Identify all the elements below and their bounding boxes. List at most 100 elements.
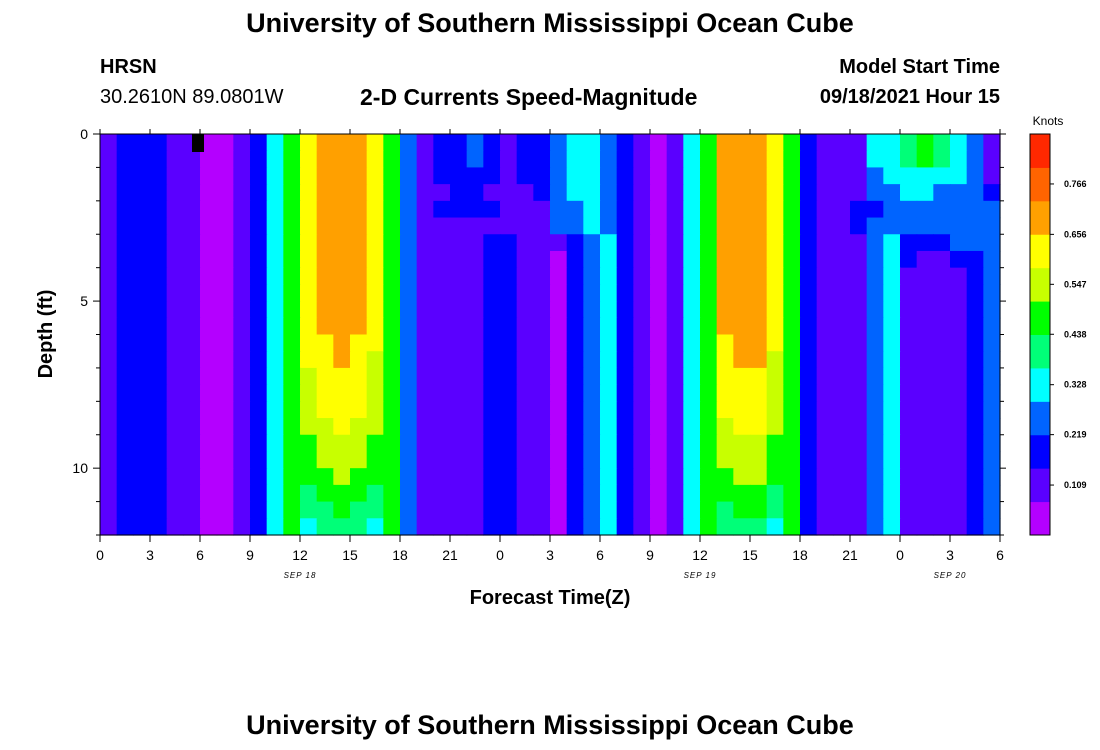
heatmap-cell (966, 301, 984, 319)
heatmap-cell (866, 250, 884, 269)
heatmap-cell (566, 468, 584, 486)
heatmap-cell (583, 501, 601, 519)
heatmap-cell (100, 351, 118, 369)
heatmap-cell (533, 468, 551, 486)
heatmap-cells (100, 134, 1001, 536)
heatmap-cell (133, 384, 151, 402)
heatmap-cell (966, 501, 984, 519)
heatmap-cell (350, 334, 368, 352)
heatmap-cell (133, 501, 151, 519)
heatmap-cell (816, 234, 834, 252)
heatmap-cell (616, 401, 634, 419)
heatmap-cell (750, 317, 768, 336)
heatmap-cell (216, 384, 234, 402)
heatmap-cell (400, 434, 418, 453)
heatmap-cell (366, 518, 384, 536)
heatmap-cell (966, 484, 984, 503)
heatmap-cell (716, 267, 734, 285)
heatmap-cell (566, 250, 584, 269)
x-tick-label: 9 (646, 547, 654, 563)
heatmap-cell (800, 317, 818, 336)
heatmap-cell (566, 134, 584, 152)
heatmap-cell (983, 184, 1001, 202)
heatmap-cell (966, 451, 984, 469)
heatmap-cell (450, 384, 468, 402)
heatmap-cell (800, 150, 818, 169)
heatmap-cell (883, 150, 901, 169)
heatmap-cell (200, 317, 218, 336)
heatmap-cell (300, 150, 318, 169)
heatmap-cell (183, 217, 201, 235)
heatmap-cell (350, 184, 368, 202)
heatmap-cell (750, 351, 768, 369)
heatmap-cell (316, 200, 334, 219)
heatmap-cell (433, 167, 451, 185)
heatmap-cell (250, 284, 268, 302)
heatmap-cell (933, 468, 951, 486)
heatmap-cell (600, 301, 618, 319)
heatmap-cell (250, 217, 268, 235)
heatmap-cell (900, 484, 918, 503)
heatmap-cell (816, 351, 834, 369)
heatmap-cell (350, 217, 368, 235)
heatmap-cell (866, 451, 884, 469)
heatmap-cell (566, 384, 584, 402)
heatmap-cell (133, 284, 151, 302)
heatmap-cell (866, 434, 884, 453)
heatmap-cell (500, 334, 518, 352)
heatmap-cell (700, 518, 718, 536)
heatmap-cell (366, 234, 384, 252)
heatmap-cell (916, 250, 934, 269)
heatmap-cell (516, 484, 534, 503)
heatmap-cell (600, 184, 618, 202)
heatmap-cell (883, 167, 901, 185)
heatmap-cell (400, 468, 418, 486)
heatmap-cell (750, 334, 768, 352)
heatmap-cell (700, 301, 718, 319)
heatmap-cell (633, 367, 651, 386)
heatmap-cell (466, 384, 484, 402)
heatmap-cell (433, 134, 451, 152)
heatmap-cell (216, 451, 234, 469)
heatmap-cell (466, 250, 484, 269)
heatmap-cell (733, 167, 751, 185)
heatmap-cell (733, 134, 751, 152)
heatmap-cell (283, 250, 301, 269)
heatmap-cell (616, 134, 634, 152)
heatmap-cell (316, 284, 334, 302)
heatmap-cell (900, 167, 918, 185)
heatmap-cell (566, 301, 584, 319)
heatmap-cell (150, 167, 168, 185)
heatmap-cell (300, 401, 318, 419)
heatmap-cell (483, 234, 501, 252)
heatmap-cell (433, 301, 451, 319)
heatmap-cell (566, 518, 584, 536)
heatmap-cell (250, 518, 268, 536)
heatmap-cell (250, 301, 268, 319)
heatmap-cell (700, 367, 718, 386)
heatmap-cell (266, 384, 284, 402)
heatmap-cell (716, 200, 734, 219)
heatmap-cell (866, 367, 884, 386)
heatmap-cell (150, 418, 168, 436)
heatmap-cell (116, 484, 134, 503)
heatmap-cell (516, 468, 534, 486)
heatmap-cell (983, 418, 1001, 436)
heatmap-cell (550, 134, 568, 152)
heatmap-cell (650, 317, 668, 336)
heatmap-cell (683, 184, 701, 202)
heatmap-cell (733, 351, 751, 369)
heatmap-cell (150, 384, 168, 402)
heatmap-cell (750, 184, 768, 202)
heatmap-cell (450, 134, 468, 152)
heatmap-cell (283, 134, 301, 152)
heatmap-cell (800, 484, 818, 503)
heatmap-cell (516, 301, 534, 319)
heatmap-cell (433, 484, 451, 503)
heatmap-cell (583, 217, 601, 235)
model-start-time: 09/18/2021 Hour 15 (819, 86, 1000, 108)
heatmap-cell (200, 451, 218, 469)
heatmap-cell (966, 167, 984, 185)
heatmap-cell (166, 134, 184, 152)
